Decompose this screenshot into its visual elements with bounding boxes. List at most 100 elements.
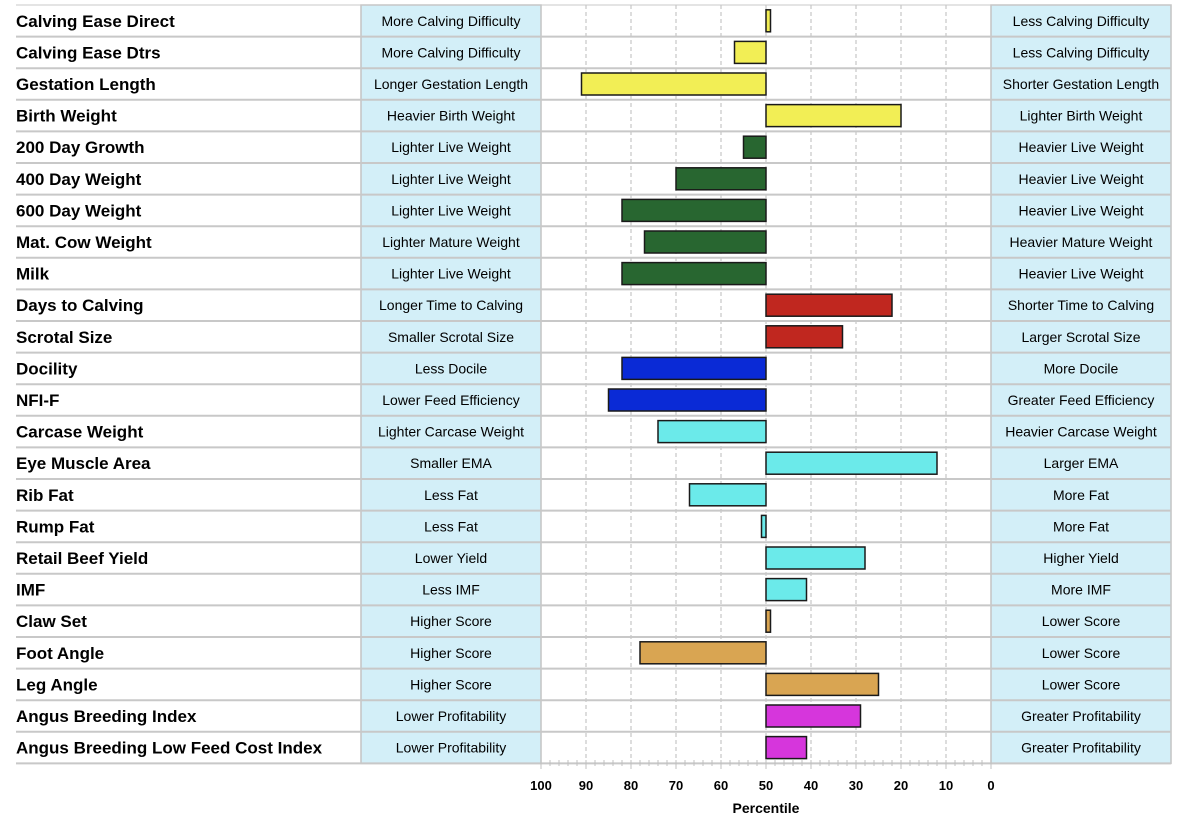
bar (765, 577, 808, 602)
high-direction-label: More IMF (1051, 582, 1111, 598)
trait-label: Calving Ease Dtrs (16, 43, 161, 62)
high-direction-label: More Docile (1044, 360, 1119, 376)
trait-label: Days to Calving (16, 296, 144, 315)
bar (621, 356, 767, 381)
low-direction-label: Smaller Scrotal Size (388, 329, 514, 345)
bar (580, 72, 767, 96)
trait-label: Calving Ease Direct (16, 12, 175, 31)
high-direction-label: Lower Score (1042, 645, 1121, 661)
low-direction-label: More Calving Difficulty (381, 13, 520, 29)
bar (688, 483, 767, 507)
high-direction-label: Greater Profitability (1021, 708, 1141, 724)
trait-label: 400 Day Weight (16, 170, 142, 189)
low-direction-label: Lighter Carcase Weight (378, 424, 524, 440)
bar (765, 293, 893, 317)
tick-label: 80 (624, 778, 638, 793)
trait-label: Claw Set (16, 612, 87, 631)
trait-label: Scrotal Size (16, 328, 112, 347)
low-direction-label: Lighter Live Weight (391, 202, 511, 218)
low-direction-label: Lower Profitability (396, 708, 507, 724)
trait-label: Birth Weight (16, 107, 117, 126)
tick-label: 90 (579, 778, 593, 793)
trait-label: 600 Day Weight (16, 201, 142, 220)
trait-label: Rib Fat (16, 486, 74, 505)
low-direction-label: Heavier Birth Weight (387, 108, 515, 124)
high-direction-label: Shorter Time to Calving (1008, 297, 1154, 313)
high-direction-label: Lower Score (1042, 676, 1121, 692)
bar (765, 103, 902, 128)
bar (621, 198, 767, 223)
trait-label: Foot Angle (16, 644, 104, 663)
low-direction-label: Lower Yield (415, 550, 487, 566)
bar (657, 419, 767, 444)
tick-label: 20 (894, 778, 908, 793)
trait-label: NFI-F (16, 391, 59, 410)
low-direction-label: More Calving Difficulty (381, 44, 520, 60)
high-direction-label: More Fat (1053, 487, 1109, 503)
low-direction-label: Lower Feed Efficiency (382, 392, 519, 408)
trait-label: Milk (16, 265, 50, 284)
low-direction-label: Higher Score (410, 613, 492, 629)
low-direction-label: Higher Score (410, 645, 492, 661)
trait-label: Retail Beef Yield (16, 549, 148, 568)
trait-label: IMF (16, 581, 45, 600)
high-direction-label: Shorter Gestation Length (1003, 76, 1159, 92)
low-direction-label: Lighter Live Weight (391, 266, 511, 282)
trait-label: Eye Muscle Area (16, 454, 151, 473)
tick-label: 70 (669, 778, 683, 793)
high-direction-label: Heavier Live Weight (1018, 171, 1143, 187)
bar (760, 514, 767, 539)
high-direction-label: Heavier Mature Weight (1010, 234, 1153, 250)
low-direction-label: Less Fat (424, 487, 478, 503)
bar (765, 735, 808, 760)
high-direction-label: Heavier Live Weight (1018, 139, 1143, 155)
tick-label: 10 (939, 778, 953, 793)
bar (742, 135, 767, 159)
bar (765, 546, 866, 570)
high-direction-label: Lighter Birth Weight (1020, 108, 1143, 124)
high-direction-label: Less Calving Difficulty (1013, 44, 1150, 60)
low-direction-label: Lighter Live Weight (391, 139, 511, 155)
tick-label: 50 (759, 778, 773, 793)
trait-label: Angus Breeding Index (16, 707, 197, 726)
bar (765, 9, 772, 33)
high-direction-label: Higher Yield (1043, 550, 1119, 566)
bar (643, 230, 767, 254)
high-direction-label: Larger EMA (1044, 455, 1119, 471)
bar (639, 641, 767, 665)
low-direction-label: Lighter Live Weight (391, 171, 511, 187)
tick-label: 60 (714, 778, 728, 793)
high-direction-label: Heavier Live Weight (1018, 266, 1143, 282)
high-direction-label: Heavier Live Weight (1018, 202, 1143, 218)
low-direction-label: Less Docile (415, 360, 488, 376)
high-direction-label: Greater Profitability (1021, 740, 1141, 756)
trait-label: Carcase Weight (16, 423, 144, 442)
bar (765, 325, 844, 349)
bar (765, 672, 880, 697)
tick-label: 30 (849, 778, 863, 793)
x-axis-title: Percentile (733, 800, 800, 816)
high-direction-label: Larger Scrotal Size (1021, 329, 1140, 345)
trait-label: Mat. Cow Weight (16, 233, 152, 252)
low-direction-label: Higher Score (410, 676, 492, 692)
tick-label: 100 (530, 778, 552, 793)
bar (733, 40, 767, 65)
low-direction-label: Smaller EMA (410, 455, 492, 471)
tick-label: 0 (987, 778, 994, 793)
low-direction-label: Less Fat (424, 518, 478, 534)
high-direction-label: Less Calving Difficulty (1013, 13, 1150, 29)
low-direction-label: Longer Gestation Length (374, 76, 528, 92)
trait-label: Docility (16, 359, 78, 378)
low-direction-label: Lighter Mature Weight (382, 234, 520, 250)
low-direction-label: Less IMF (422, 582, 480, 598)
low-direction-label: Lower Profitability (396, 740, 507, 756)
bar (607, 388, 767, 412)
bar (765, 704, 862, 728)
high-direction-label: Greater Feed Efficiency (1008, 392, 1155, 408)
high-direction-label: Lower Score (1042, 613, 1121, 629)
high-direction-label: More Fat (1053, 518, 1109, 534)
tick-label: 40 (804, 778, 818, 793)
trait-label: Angus Breeding Low Feed Cost Index (16, 739, 323, 758)
trait-label: Rump Fat (16, 517, 95, 536)
